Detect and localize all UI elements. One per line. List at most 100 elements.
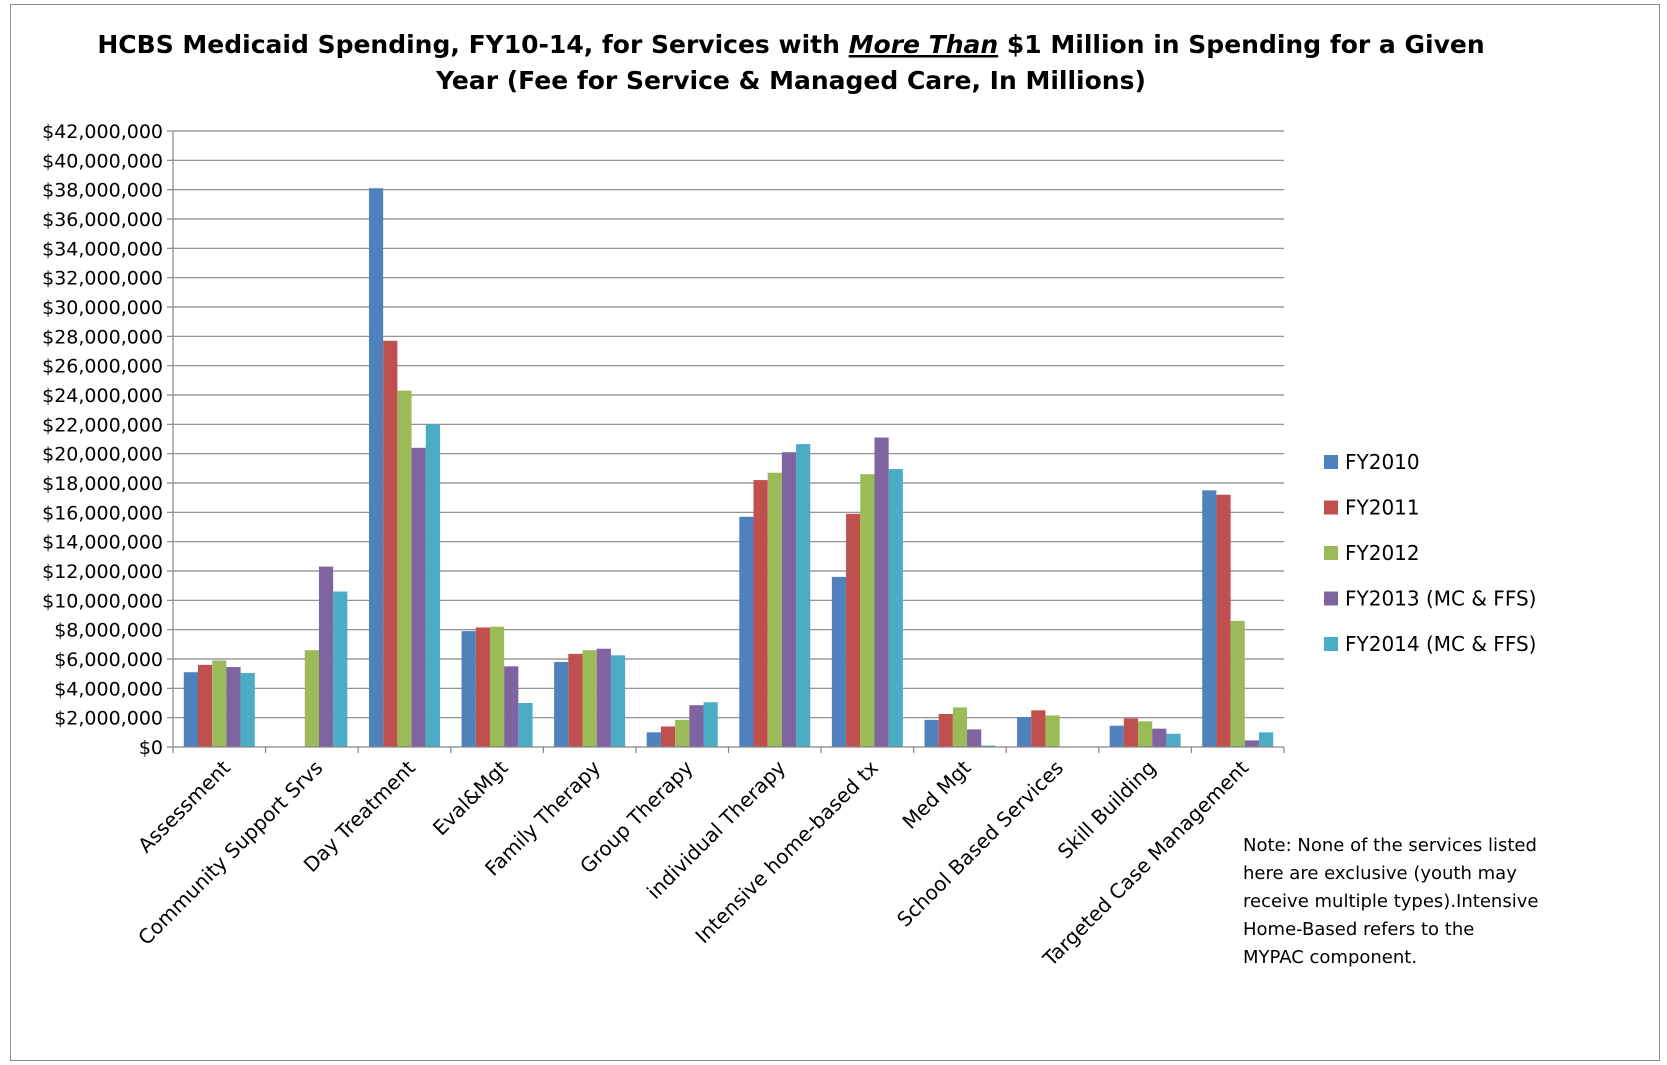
bar-5-5 bbox=[610, 655, 626, 747]
bar-3-5 bbox=[582, 650, 597, 747]
legend-label: FY2014 (MC & FFS) bbox=[1345, 632, 1536, 656]
legend-swatch bbox=[1324, 591, 1338, 606]
note-line: receive multiple types).Intensive bbox=[1243, 891, 1538, 912]
bar-2-3 bbox=[383, 340, 398, 747]
note-line: here are exclusive (youth may bbox=[1243, 863, 1517, 884]
bar-2-7 bbox=[753, 480, 768, 747]
bar-5-11 bbox=[1166, 733, 1181, 747]
bar-3-12 bbox=[1230, 620, 1245, 747]
bar-2-5 bbox=[568, 653, 583, 747]
x-tick-label: Eval&Mgt bbox=[428, 755, 513, 840]
bar-1-12 bbox=[1202, 490, 1217, 747]
bar-1-10 bbox=[1017, 716, 1032, 747]
bar-5-7 bbox=[796, 444, 811, 747]
bar-5-4 bbox=[518, 703, 533, 747]
bar-3-8 bbox=[860, 474, 875, 747]
bar-2-4 bbox=[475, 627, 490, 747]
bar-5-2 bbox=[333, 591, 348, 747]
bar-4-4 bbox=[504, 666, 519, 747]
y-tick-label: $22,000,000 bbox=[42, 414, 163, 436]
note-line: Note: None of the services listed bbox=[1243, 835, 1537, 856]
bar-4-6 bbox=[689, 705, 704, 747]
legend-label: FY2012 bbox=[1345, 541, 1420, 565]
y-tick-label: $14,000,000 bbox=[42, 532, 163, 554]
bar-3-6 bbox=[675, 719, 690, 747]
y-tick-label: $30,000,000 bbox=[42, 297, 163, 319]
y-tick-label: $20,000,000 bbox=[42, 444, 163, 466]
legend-label: FY2013 (MC & FFS) bbox=[1345, 587, 1536, 611]
bar-2-12 bbox=[1216, 494, 1231, 747]
bar-5-9 bbox=[981, 745, 996, 747]
bar-1-6 bbox=[646, 732, 661, 747]
x-tick-label: School Based Services bbox=[892, 756, 1068, 932]
bar-3-3 bbox=[397, 390, 412, 747]
y-tick-label: $40,000,000 bbox=[42, 150, 163, 172]
bar-1-8 bbox=[831, 576, 847, 747]
y-tick-label: $26,000,000 bbox=[42, 356, 163, 378]
bar-5-1 bbox=[240, 672, 255, 747]
chart-title-part: HCBS Medicaid Spending, FY10-14, for Ser… bbox=[97, 30, 848, 59]
chart-title-line-1: HCBS Medicaid Spending, FY10-14, for Ser… bbox=[97, 30, 1484, 59]
legend: FY2010 FY2011 FY2012 FY2013 (MC & FFS) FY201… bbox=[1324, 450, 1536, 656]
chart-title: HCBS Medicaid Spending, FY10-14, for Ser… bbox=[97, 30, 1484, 95]
legend-label: FY2011 bbox=[1345, 496, 1420, 520]
bar-1-4 bbox=[461, 631, 476, 747]
bar-3-7 bbox=[767, 472, 782, 747]
bar-4-11 bbox=[1152, 728, 1167, 747]
y-tick-label: $12,000,000 bbox=[42, 561, 163, 583]
bar-3-2 bbox=[304, 650, 319, 747]
legend-swatch bbox=[1324, 455, 1338, 469]
x-tick-label: Med Mgt bbox=[897, 755, 975, 833]
y-tick-label: $6,000,000 bbox=[54, 649, 163, 671]
bar-1-7 bbox=[739, 516, 754, 747]
bar-4-9 bbox=[967, 729, 982, 747]
bar-2-1 bbox=[197, 664, 213, 747]
bar-5-3 bbox=[425, 424, 440, 747]
chart-title-part: Year (Fee for Service & Managed Care, In… bbox=[435, 66, 1146, 95]
legend-label: FY2010 bbox=[1345, 450, 1420, 474]
bar-4-2 bbox=[318, 566, 334, 747]
y-tick-label: $2,000,000 bbox=[54, 708, 163, 730]
x-tick-label: Intensive home-based tx bbox=[690, 755, 883, 948]
legend-swatch bbox=[1324, 546, 1338, 560]
bar-2-8 bbox=[846, 513, 861, 747]
y-tick-label: $24,000,000 bbox=[42, 385, 163, 407]
bar-3-9 bbox=[952, 707, 968, 747]
y-tick-label: $38,000,000 bbox=[42, 180, 163, 202]
chart-title-line-2: Year (Fee for Service & Managed Care, In… bbox=[435, 66, 1146, 95]
bar-2-11 bbox=[1123, 718, 1139, 747]
y-tick-label: $16,000,000 bbox=[42, 502, 163, 524]
bars bbox=[183, 188, 1274, 747]
note-line: Home-Based refers to the bbox=[1243, 919, 1474, 940]
y-tick-label: $34,000,000 bbox=[42, 238, 163, 260]
y-tick-label: $36,000,000 bbox=[42, 209, 163, 231]
bar-3-4 bbox=[489, 626, 505, 747]
bar-5-8 bbox=[888, 469, 903, 747]
chart-note: Note: None of the services listed here ar… bbox=[1243, 835, 1538, 968]
bar-4-3 bbox=[411, 447, 426, 747]
bar-2-9 bbox=[938, 714, 953, 747]
bar-4-5 bbox=[596, 648, 611, 747]
y-tick-label: $28,000,000 bbox=[42, 326, 163, 348]
bar-1-5 bbox=[554, 661, 569, 747]
legend-swatch bbox=[1324, 500, 1338, 515]
bar-2-10 bbox=[1031, 710, 1046, 747]
bar-3-1 bbox=[212, 660, 227, 747]
bar-3-10 bbox=[1045, 715, 1060, 747]
legend-swatch bbox=[1324, 637, 1338, 651]
bar-4-12 bbox=[1244, 740, 1260, 747]
axes bbox=[172, 131, 1285, 753]
bar-4-8 bbox=[874, 437, 889, 747]
y-tick-label: $18,000,000 bbox=[42, 473, 163, 495]
note-line: MYPAC component. bbox=[1243, 947, 1417, 968]
y-axis-ticks: $0 $2,000,000 $4,000,000 $6,000,000 $8,000,0… bbox=[42, 121, 163, 759]
y-tick-label: $0 bbox=[139, 737, 163, 759]
x-tick-label: Targeted Case Management bbox=[1037, 755, 1253, 971]
bar-1-3 bbox=[368, 188, 384, 747]
x-tick-label: Assessment bbox=[133, 755, 235, 857]
bar-1-1 bbox=[183, 672, 198, 747]
y-tick-label: $4,000,000 bbox=[54, 678, 163, 700]
bar-1-11 bbox=[1109, 725, 1124, 747]
y-tick-label: $8,000,000 bbox=[54, 620, 163, 642]
